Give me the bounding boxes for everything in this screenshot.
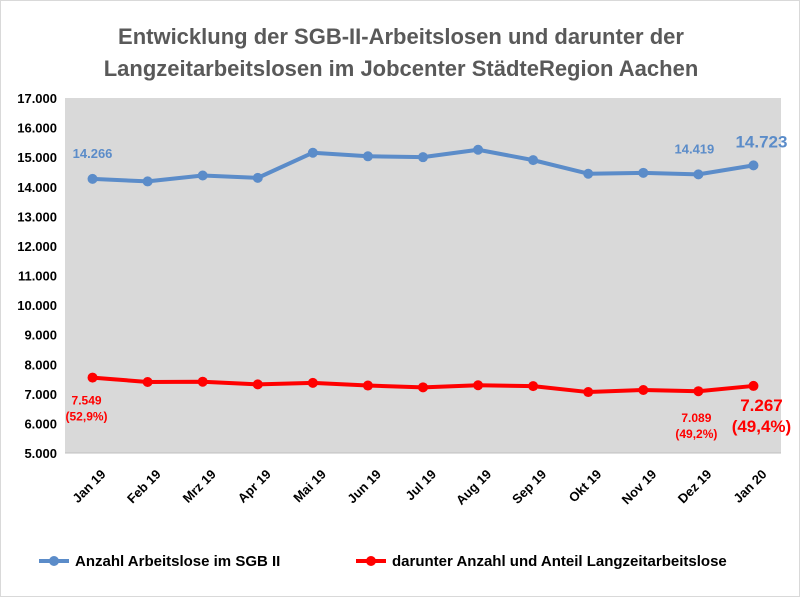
- y-tick-label: 10.000: [17, 298, 57, 313]
- data-label: 7.089: [681, 411, 711, 425]
- data-label: 14.723: [735, 132, 787, 151]
- data-point: [142, 176, 153, 187]
- data-point: [748, 380, 759, 391]
- legend-label: darunter Anzahl und Anteil Langzeitarbei…: [392, 553, 727, 570]
- data-point: [362, 151, 373, 162]
- series-1: [87, 144, 759, 187]
- data-label: 14.419: [675, 141, 715, 156]
- data-point: [528, 381, 539, 392]
- data-point: [693, 386, 704, 397]
- x-tick-label: Jun 19: [344, 467, 384, 507]
- data-point: [693, 169, 704, 180]
- data-point: [638, 384, 649, 395]
- x-tick-label: Jan 19: [69, 467, 108, 506]
- data-point: [748, 160, 759, 171]
- y-tick-label: 16.000: [17, 121, 57, 136]
- x-tick-label: Mrz 19: [180, 467, 219, 506]
- data-label: (52,9%): [66, 410, 108, 424]
- data-label: 14.266: [73, 146, 113, 161]
- x-tick-label: Feb 19: [124, 467, 164, 507]
- data-point: [473, 144, 484, 155]
- data-point: [528, 155, 539, 166]
- x-tick-label: Nov 19: [619, 467, 660, 508]
- legend-item: darunter Anzahl und Anteil Langzeitarbei…: [356, 553, 727, 570]
- y-tick-label: 13.000: [17, 209, 57, 224]
- data-point: [197, 376, 208, 387]
- y-tick-label: 12.000: [17, 239, 57, 254]
- x-tick-label: Dez 19: [675, 467, 715, 507]
- data-point: [418, 152, 428, 163]
- x-tick-label: Mai 19: [290, 467, 329, 506]
- x-tick-label: Okt 19: [566, 467, 605, 506]
- data-point: [307, 147, 318, 158]
- y-tick-label: 7.000: [24, 387, 57, 402]
- chart-title: Entwicklung der SGB-II-Arbeitslosen und …: [104, 24, 699, 81]
- data-labels: 14.266 14.419 14.723 7.549 (52,9%) 7.089 (49,2…: [66, 132, 792, 441]
- series-layer: [87, 144, 759, 398]
- chart-title-line-1: Entwicklung der SGB-II-Arbeitslosen und …: [118, 24, 684, 49]
- y-tick-label: 9.000: [24, 328, 57, 343]
- y-tick-label: 15.000: [17, 150, 57, 165]
- data-label: (49,4%): [732, 417, 792, 436]
- data-label: (49,2%): [675, 427, 717, 441]
- data-point: [252, 172, 263, 183]
- chart-title-line-2: Langzeitarbeitslosen im Jobcenter Städte…: [104, 56, 699, 81]
- legend-marker-icon: [366, 556, 376, 566]
- data-point: [87, 173, 98, 184]
- data-point: [583, 387, 594, 398]
- legend-item: Anzahl Arbeitslose im SGB II: [39, 553, 280, 570]
- legend-marker-icon: [49, 556, 59, 566]
- x-tick-label: Jan 20: [730, 467, 769, 506]
- data-point: [307, 377, 318, 388]
- x-tick-label: Apr 19: [235, 467, 274, 506]
- y-tick-label: 11.000: [18, 269, 57, 284]
- data-point: [583, 168, 594, 179]
- y-tick-label: 17.000: [17, 91, 57, 106]
- data-label: 7.549: [72, 394, 102, 408]
- y-axis: 5.000 6.000 7.000 8.000 9.000 10.000 11.000 12.…: [17, 91, 57, 461]
- x-tick-label: Sep 19: [509, 467, 549, 507]
- y-tick-label: 8.000: [24, 357, 57, 372]
- series-2: [87, 372, 759, 398]
- data-point: [473, 380, 484, 391]
- y-tick-label: 6.000: [24, 416, 57, 431]
- data-point: [197, 170, 208, 181]
- data-point: [142, 377, 153, 387]
- data-point: [362, 380, 373, 391]
- legend-label: Anzahl Arbeitslose im SGB II: [75, 553, 280, 570]
- y-tick-label: 14.000: [17, 180, 57, 195]
- y-tick-label: 5.000: [24, 446, 57, 461]
- data-label: 7.267: [740, 396, 783, 415]
- data-point: [87, 372, 98, 383]
- x-tick-label: Aug 19: [453, 467, 494, 508]
- x-tick-label: Jul 19: [402, 467, 439, 504]
- data-point: [418, 382, 428, 393]
- data-point: [252, 379, 263, 390]
- data-point: [638, 167, 649, 178]
- x-axis: Jan 19 Feb 19 Mrz 19 Apr 19 Mai 19 Jun 19 Jul …: [65, 452, 781, 508]
- legend: Anzahl Arbeitslose im SGB II darunter Anz…: [39, 553, 727, 570]
